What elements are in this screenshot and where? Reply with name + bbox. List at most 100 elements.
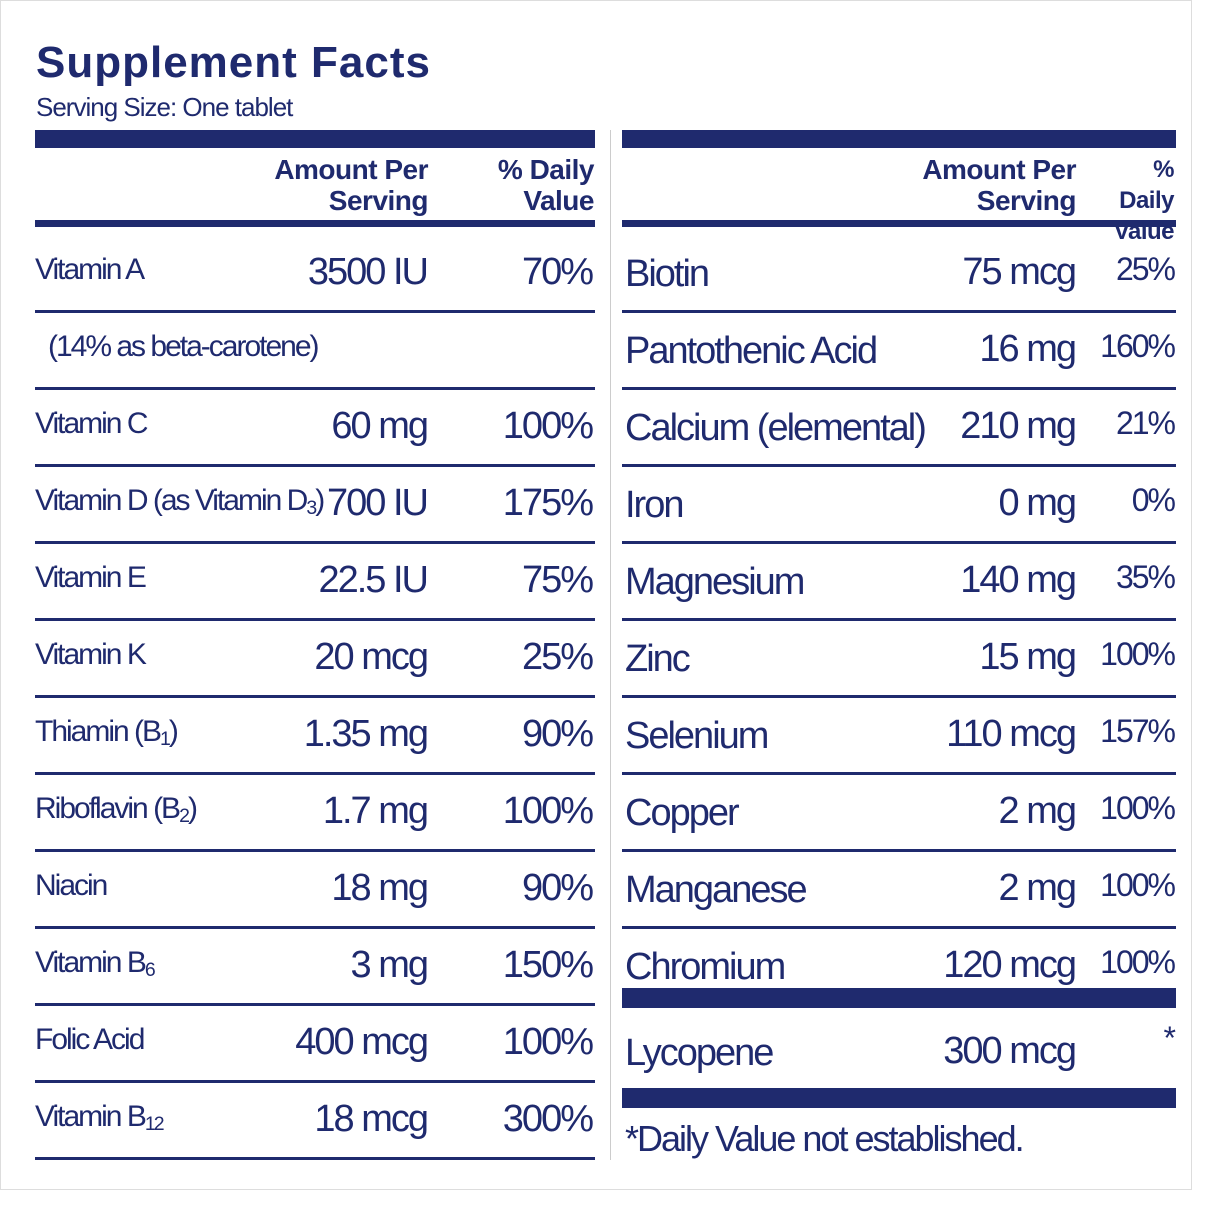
name-text: Vitamin C [35, 407, 148, 440]
rule [35, 772, 595, 775]
name-text: Vitamin B [35, 946, 147, 979]
nutrient-name: Pantothenic Acid [625, 330, 878, 373]
daily-value: 150% [502, 944, 594, 986]
rule [35, 1003, 595, 1006]
amount: 22.5 IU [318, 559, 429, 601]
rule [622, 695, 1176, 698]
amount: 75 mcg [962, 251, 1077, 293]
name-text: ) [315, 484, 325, 517]
daily-value: 100% [1100, 867, 1176, 903]
rule [35, 1157, 595, 1160]
name-text: Folic Acid [35, 1023, 145, 1056]
nutrient-name: Vitamin C [35, 407, 148, 441]
column-header: Amount Per Serving [922, 154, 1076, 216]
amount: 1.35 mg [303, 713, 429, 755]
rule [35, 310, 595, 313]
nutrient-name: Vitamin E [35, 561, 147, 595]
daily-value: 25% [521, 636, 594, 678]
rule [35, 220, 595, 227]
footnote: *Daily Value not established. [625, 1118, 1025, 1159]
nutrient-name: Folic Acid [35, 1023, 145, 1057]
name-text: Vitamin E [35, 561, 147, 594]
rule [622, 220, 1176, 227]
name-text: Zinc [625, 638, 691, 680]
amount: 3500 IU [307, 251, 429, 293]
nutrient-name: Copper [625, 792, 740, 835]
divider [610, 130, 611, 1160]
rule [622, 387, 1176, 390]
daily-value: 300% [502, 1098, 594, 1140]
rule [622, 310, 1176, 313]
rule [35, 618, 595, 621]
name-text: Magnesium [625, 561, 805, 603]
name-text: Biotin [625, 253, 710, 295]
amount: 20 mcg [314, 636, 429, 678]
daily-value: 160% [1100, 328, 1176, 364]
rule [622, 130, 1176, 148]
rule [35, 130, 595, 148]
nutrient-name: Manganese [625, 869, 808, 912]
daily-value: 100% [502, 790, 594, 832]
name-text: Pantothenic Acid [625, 330, 878, 372]
amount: 300 mcg [943, 1030, 1077, 1072]
rule [622, 1088, 1176, 1108]
daily-value: 75% [521, 559, 594, 601]
name-text: Lycopene [625, 1032, 774, 1074]
title: Supplement Facts [36, 38, 431, 87]
rule [622, 849, 1176, 852]
nutrient-name: Iron [625, 484, 685, 527]
daily-value: 100% [502, 405, 594, 447]
nutrient-name: Vitamin A [35, 253, 145, 287]
name-text: ) [168, 715, 179, 748]
daily-value: 70% [521, 251, 594, 293]
name-text: Iron [625, 484, 685, 526]
nutrient-name: Vitamin B12 [35, 1100, 165, 1136]
rule [622, 988, 1176, 1008]
amount: 15 mg [979, 636, 1077, 678]
name-text: Vitamin A [35, 253, 145, 286]
nutrient-name: Riboflavin (B2) [35, 792, 198, 828]
rule [622, 541, 1176, 544]
amount: 120 mcg [943, 944, 1077, 986]
daily-value: 100% [1100, 944, 1176, 980]
name-text: Thiamin (B [35, 715, 162, 748]
amount: 0 mg [998, 482, 1077, 524]
amount: 210 mg [960, 405, 1077, 447]
name-text: ) [187, 792, 198, 825]
serving-size: Serving Size: One tablet [36, 92, 293, 122]
subscript: 2 [179, 804, 190, 827]
rule [622, 772, 1176, 775]
name-text: Calcium (elemental) [625, 407, 927, 449]
name-text: Vitamin B [35, 1100, 147, 1133]
subscript: 3 [306, 496, 317, 519]
name-text: Vitamin K [35, 638, 147, 671]
name-text: Copper [625, 792, 740, 834]
amount: 400 mcg [295, 1021, 429, 1063]
rule [35, 1080, 595, 1083]
daily-value: 157% [1100, 713, 1176, 749]
name-text: Selenium [625, 715, 769, 757]
name-text: Niacin [35, 869, 108, 902]
rule [35, 695, 595, 698]
subscript: 1 [160, 727, 171, 750]
daily-value: 90% [521, 867, 594, 909]
nutrient-name: Calcium (elemental) [625, 407, 927, 450]
nutrient-name: Vitamin B6 [35, 946, 156, 982]
amount: 60 mg [331, 405, 429, 447]
nutrient-name: Zinc [625, 638, 691, 681]
nutrient-name: Biotin [625, 253, 710, 296]
name-text: Manganese [625, 869, 808, 911]
rule [35, 541, 595, 544]
nutrient-name: Niacin [35, 869, 108, 903]
amount: 700 IU [327, 482, 429, 524]
rule [35, 464, 595, 467]
amount: 3 mg [350, 944, 429, 986]
amount: 18 mg [331, 867, 429, 909]
rule [35, 926, 595, 929]
daily-value: 25% [1115, 251, 1176, 287]
amount: 16 mg [979, 328, 1077, 370]
daily-value: 100% [1100, 790, 1176, 826]
rule [35, 387, 595, 390]
nutrient-name: Vitamin D (as Vitamin D3) [35, 484, 325, 520]
